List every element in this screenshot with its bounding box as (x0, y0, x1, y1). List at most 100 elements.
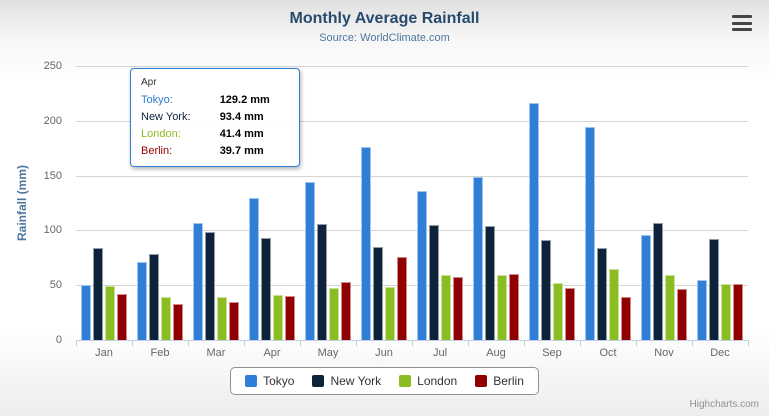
legend-item-berlin[interactable]: Berlin (475, 374, 524, 388)
y-axis-label: 150 (43, 169, 62, 182)
bar-berlin-dec[interactable] (733, 283, 743, 340)
menu-bar (732, 15, 752, 18)
tooltip-series-value: 93.4 mm (219, 111, 264, 123)
bar-berlin-oct[interactable] (621, 297, 631, 340)
legend-swatch-icon (399, 375, 412, 387)
x-axis-label: Oct (599, 347, 617, 359)
bar-new-york-feb[interactable] (149, 253, 159, 340)
bar-london-nov[interactable] (665, 275, 675, 340)
x-axis-label: Mar (206, 347, 226, 359)
bar-new-york-dec[interactable] (709, 238, 719, 340)
x-axis-tick (300, 341, 301, 346)
x-axis-label: Jun (375, 347, 393, 359)
bar-london-jun[interactable] (385, 287, 395, 340)
bar-berlin-jul[interactable] (453, 277, 463, 340)
bar-berlin-nov[interactable] (677, 288, 687, 340)
x-axis-tick (244, 341, 245, 346)
gridline (76, 66, 748, 67)
highcharts-credits-link[interactable]: Highcharts.com (689, 399, 759, 410)
tooltip-rows: Tokyo: 129.2 mm New York: 93.4 mm London: 41.… (141, 93, 289, 158)
bar-london-mar[interactable] (217, 296, 227, 340)
x-axis-label: Jul (432, 347, 448, 359)
bar-new-york-sep[interactable] (541, 240, 551, 340)
legend-item-new-york[interactable]: New York (312, 374, 381, 388)
legend-item-tokyo[interactable]: Tokyo (245, 374, 294, 388)
legend-label: Berlin (493, 374, 524, 388)
x-axis-label: Apr (263, 347, 281, 359)
menu-bar (732, 28, 752, 31)
bar-london-aug[interactable] (497, 274, 507, 340)
legend: Tokyo New York London Berlin (0, 367, 769, 395)
bar-berlin-feb[interactable] (173, 303, 183, 340)
x-axis-label: Feb (150, 347, 170, 359)
legend-box: Tokyo New York London Berlin (230, 367, 539, 395)
bar-tokyo-nov[interactable] (641, 235, 651, 340)
chart-title: Monthly Average Rainfall (289, 10, 480, 27)
bar-berlin-mar[interactable] (229, 302, 239, 340)
bar-tokyo-mar[interactable] (193, 223, 203, 340)
gridline (76, 285, 748, 287)
tooltip-series-value: 39.7 mm (219, 145, 264, 157)
bar-new-york-nov[interactable] (653, 223, 663, 340)
menu-bar (732, 21, 752, 25)
bar-london-jan[interactable] (105, 286, 115, 340)
bar-tokyo-jul[interactable] (417, 191, 427, 340)
gridline (76, 230, 748, 232)
legend-label: London (417, 374, 458, 388)
bar-london-sep[interactable] (553, 282, 563, 340)
bar-tokyo-aug[interactable] (473, 177, 483, 340)
bar-london-feb[interactable] (161, 297, 171, 340)
tooltip-series-name: New York: (141, 111, 191, 123)
bar-berlin-aug[interactable] (509, 273, 519, 340)
x-axis-line (76, 340, 749, 341)
x-axis-tick (524, 341, 525, 346)
x-axis-tick (692, 341, 693, 346)
hamburger-menu-icon[interactable] (731, 14, 753, 32)
bar-tokyo-sep[interactable] (529, 102, 539, 340)
bar-berlin-may[interactable] (341, 282, 351, 340)
bar-new-york-oct[interactable] (597, 248, 607, 340)
bar-berlin-jun[interactable] (397, 257, 407, 340)
x-axis-tick (636, 341, 637, 346)
bar-london-oct[interactable] (609, 268, 619, 340)
bar-berlin-sep[interactable] (565, 287, 575, 340)
bar-new-york-jun[interactable] (373, 247, 383, 340)
y-axis-label: 0 (55, 334, 62, 346)
legend-label: Tokyo (263, 374, 295, 388)
x-axis-label: May (317, 347, 339, 359)
bar-tokyo-dec[interactable] (697, 280, 707, 340)
bar-new-york-apr[interactable] (261, 237, 271, 340)
tooltip-series-value: 129.2 mm (219, 94, 270, 106)
bar-new-york-may[interactable] (317, 223, 327, 340)
bar-london-jul[interactable] (441, 275, 451, 340)
gridline (76, 175, 748, 177)
bar-berlin-jan[interactable] (117, 293, 127, 340)
y-axis-label: 200 (43, 114, 62, 127)
bar-tokyo-may[interactable] (305, 182, 315, 340)
y-axis-label: 250 (43, 60, 62, 72)
tooltip-category: Apr (141, 77, 157, 88)
bar-london-dec[interactable] (721, 283, 731, 340)
legend-item-london[interactable]: London (399, 374, 457, 388)
bar-new-york-jul[interactable] (429, 224, 439, 340)
tooltip-series-name: London: (141, 128, 181, 140)
y-axis-label: 100 (43, 224, 62, 237)
tooltip-series-name: Tokyo: (141, 94, 173, 106)
bar-tokyo-oct[interactable] (585, 127, 595, 340)
gridline (76, 120, 748, 122)
bar-tokyo-apr[interactable] (249, 198, 259, 340)
bar-london-apr[interactable] (273, 294, 283, 340)
x-axis-tick (468, 341, 469, 346)
x-axis-tick (748, 341, 749, 346)
bar-new-york-aug[interactable] (485, 225, 495, 340)
bar-tokyo-feb[interactable] (137, 261, 147, 340)
bar-tokyo-jan[interactable] (81, 285, 91, 340)
x-axis-label: Nov (654, 347, 674, 359)
bar-berlin-apr[interactable] (285, 296, 295, 340)
bar-tokyo-jun[interactable] (361, 147, 371, 340)
bar-new-york-jan[interactable] (93, 248, 103, 340)
bar-london-may[interactable] (329, 288, 339, 340)
chart-subtitle: Source: WorldClimate.com (319, 32, 450, 44)
bar-new-york-mar[interactable] (205, 232, 215, 340)
